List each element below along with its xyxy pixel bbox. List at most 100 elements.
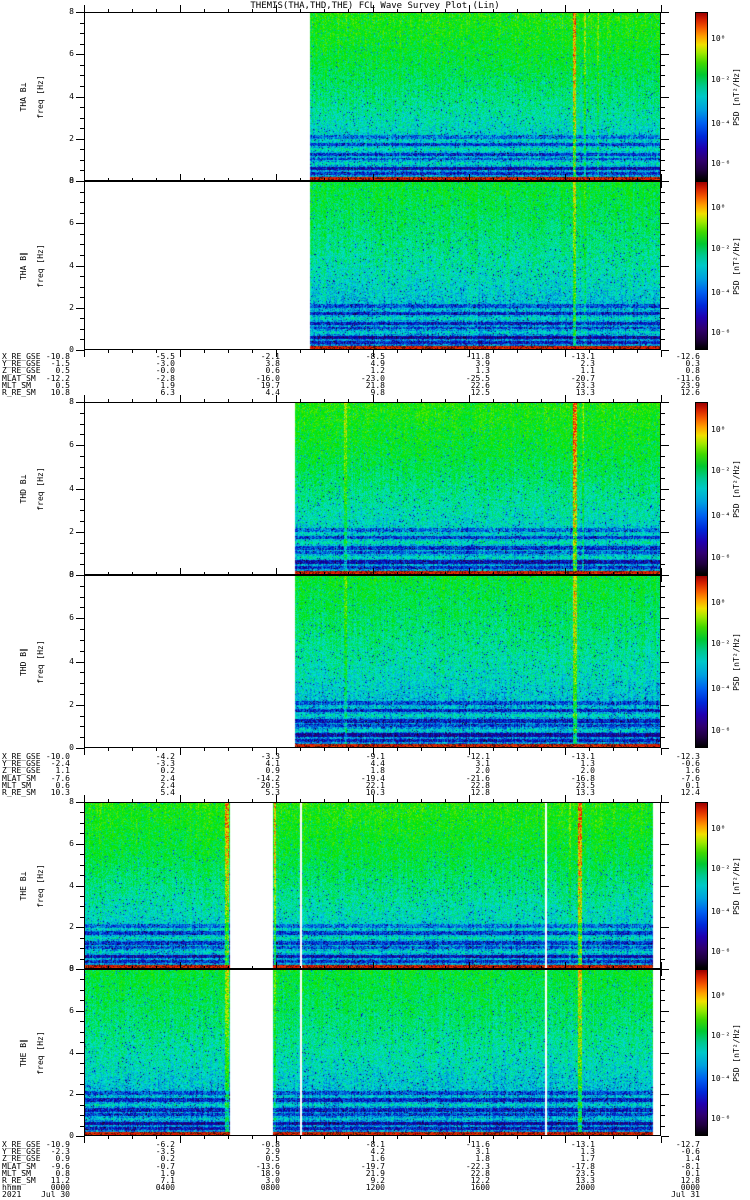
freq-tick-label: 6 <box>69 440 74 449</box>
ephemeris-value: 12.6 <box>680 388 700 397</box>
axis-tick <box>565 350 566 357</box>
axis-tick <box>228 799 229 802</box>
axis-tick <box>76 12 84 13</box>
ephemeris-value: 21.9 <box>365 1169 385 1178</box>
colorbar-tick-label: 10⁻⁴ <box>711 119 731 128</box>
axis-tick <box>661 1115 665 1116</box>
axis-tick <box>661 748 662 755</box>
axis-tick <box>324 350 325 353</box>
axis-tick <box>661 266 669 267</box>
axis-tick <box>373 350 374 357</box>
axis-tick <box>76 489 84 490</box>
axis-tick <box>132 799 133 802</box>
axis-tick <box>300 178 301 181</box>
axis-tick <box>565 795 566 802</box>
axis-tick <box>661 672 665 673</box>
axis-tick <box>445 1136 446 1139</box>
spectrogram-panel-thd-bperp <box>84 402 661 575</box>
axis-tick <box>469 748 470 755</box>
ephemeris-value: -12.1 <box>465 752 490 761</box>
ephemeris-value: 3.1 <box>475 1147 490 1156</box>
colorbar-tick-label: 10⁻⁶ <box>711 947 731 956</box>
axis-tick <box>661 413 665 414</box>
axis-tick <box>661 75 665 76</box>
axis-tick <box>661 44 665 45</box>
ephemeris-value: 13.3 <box>575 788 595 797</box>
axis-tick <box>76 1053 84 1054</box>
axis-tick <box>421 9 422 12</box>
axis-tick <box>661 213 665 214</box>
freq-tick-label: 0 <box>69 1131 74 1140</box>
axis-tick <box>445 748 446 751</box>
axis-tick <box>300 1136 301 1139</box>
ephemeris-value: -0.0 <box>155 366 175 375</box>
colorbar-tick-label: 10⁰ <box>711 425 726 434</box>
ephemeris-value: -0.7 <box>155 1162 175 1171</box>
axis-tick <box>661 662 669 663</box>
axis-tick <box>180 1136 181 1143</box>
axis-tick <box>493 178 494 181</box>
axis-tick <box>613 748 614 751</box>
axis-tick <box>276 568 277 575</box>
axis-tick <box>661 844 669 845</box>
axis-tick <box>84 5 85 12</box>
axis-tick <box>324 966 325 969</box>
ephemeris-value: 0.8 <box>55 1169 70 1178</box>
axis-tick <box>493 572 494 575</box>
freq-tick-label: 4 <box>69 261 74 270</box>
colorbar-axis-label: PSD [nT²/Hz] <box>732 68 741 126</box>
axis-tick <box>397 799 398 802</box>
colorbar-tick-label: 10⁻⁶ <box>711 159 731 168</box>
axis-tick <box>469 350 470 357</box>
axis-tick <box>108 9 109 12</box>
axis-tick <box>80 1073 84 1074</box>
axis-tick <box>397 572 398 575</box>
ephemeris-value: -19.4 <box>360 774 385 783</box>
ephemeris-value: 3.9 <box>475 359 490 368</box>
spectrogram-panel-thd-bpara <box>84 575 661 748</box>
axis-tick <box>517 399 518 402</box>
axis-tick <box>661 990 665 991</box>
axis-tick <box>469 568 470 575</box>
axis-tick <box>661 726 665 727</box>
axis-tick <box>661 1042 665 1043</box>
ephemeris-value: -13.1 <box>570 1140 595 1149</box>
spectrogram-panel-the-bperp <box>84 802 661 969</box>
axis-tick <box>80 812 84 813</box>
colorbar-tick-label: 10⁻⁴ <box>711 1074 731 1083</box>
freq-tick-label: 2 <box>69 1089 74 1098</box>
axis-tick <box>661 107 665 108</box>
axis-tick <box>373 395 374 402</box>
axis-tick <box>276 962 277 969</box>
ephemeris-value: -14.2 <box>255 774 280 783</box>
ephemeris-value: -13.1 <box>570 752 595 761</box>
axis-tick <box>445 799 446 802</box>
ephemeris-value: 12.5 <box>470 388 490 397</box>
ephemeris-value: -1.5 <box>50 359 70 368</box>
axis-tick <box>84 795 85 802</box>
axis-tick <box>421 1136 422 1139</box>
ephemeris-value: 3.8 <box>265 359 280 368</box>
freq-tick-label: 0 <box>69 345 74 354</box>
ephemeris-row-label: X_RE_GSE <box>2 352 41 361</box>
axis-tick <box>445 572 446 575</box>
ephemeris-value: 13.3 <box>575 388 595 397</box>
colorbar-tick-label: 10⁰ <box>711 598 726 607</box>
ephemeris-value: 21.8 <box>365 381 385 390</box>
ephemeris-value: 2.4 <box>160 774 175 783</box>
axis-tick <box>324 9 325 12</box>
axis-tick <box>469 395 470 402</box>
axis-tick <box>80 629 84 630</box>
axis-tick <box>76 575 84 576</box>
freq-axis-label: freq [Hz] <box>36 640 45 684</box>
ephemeris-value: 2.9 <box>265 1147 280 1156</box>
axis-tick <box>76 927 84 928</box>
axis-tick <box>132 9 133 12</box>
spectrogram-canvas-the-bpara <box>85 970 660 1135</box>
axis-tick <box>84 1136 85 1143</box>
axis-tick <box>661 318 665 319</box>
axis-tick <box>373 5 374 12</box>
ephemeris-row-label: Y_RE_GSE <box>2 1147 41 1156</box>
axis-tick <box>80 339 84 340</box>
ephemeris-value: -12.7 <box>675 1140 700 1149</box>
